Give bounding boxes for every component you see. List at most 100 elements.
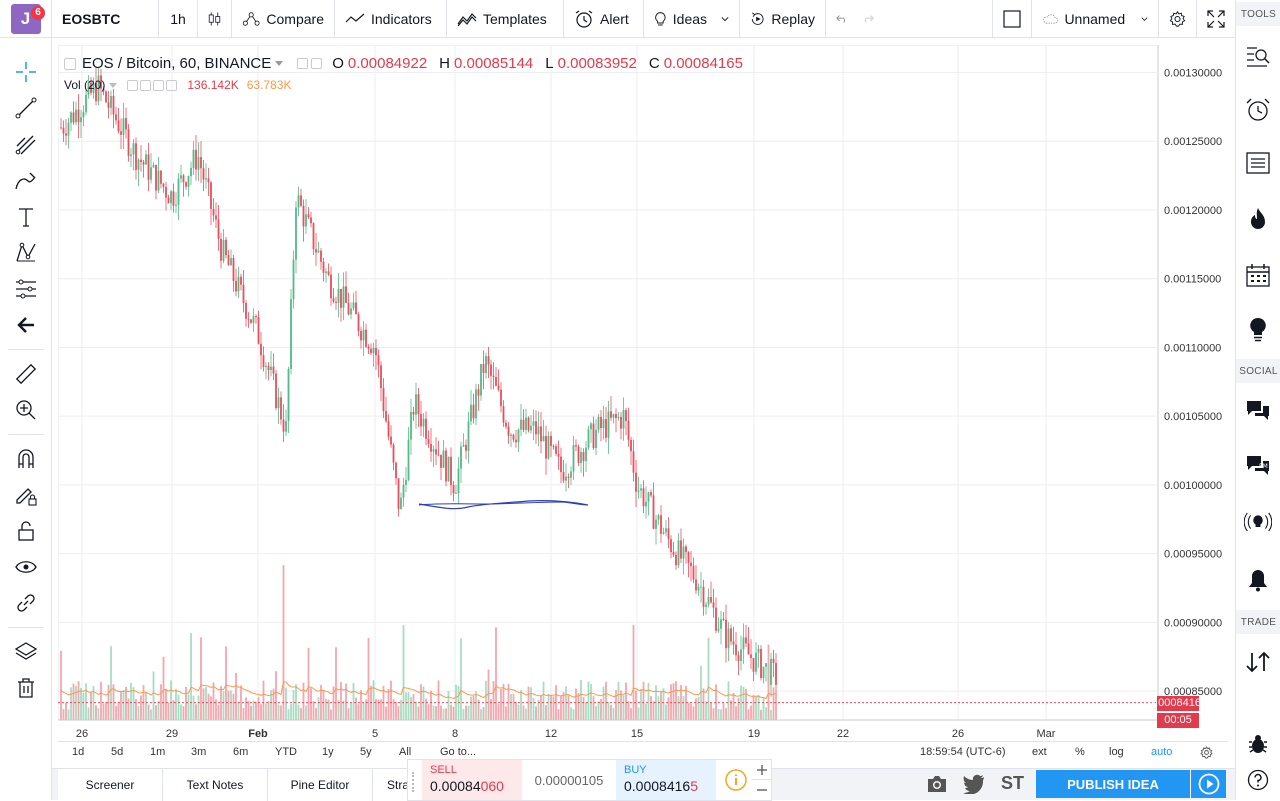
close-icon[interactable] — [166, 79, 178, 91]
snapshot-button[interactable] — [926, 774, 948, 797]
ruler-tool[interactable] — [12, 360, 40, 388]
object-tree-tool[interactable] — [12, 638, 40, 666]
remove-drawings-tool[interactable] — [12, 674, 40, 702]
lock-drawing-tool[interactable] — [12, 481, 40, 509]
zoom-tool[interactable] — [12, 396, 40, 424]
text-tool[interactable] — [12, 203, 40, 231]
order-info-button[interactable] — [724, 768, 748, 792]
tab-screener[interactable]: Screener — [58, 769, 163, 801]
brush-tool[interactable] — [12, 167, 40, 195]
select-layout-button[interactable] — [992, 0, 1032, 38]
magnet-tool[interactable] — [12, 445, 40, 473]
trend-line-tool[interactable] — [12, 94, 40, 122]
sell-button[interactable]: SELL 0.00084060 — [422, 760, 522, 800]
range-all[interactable]: All — [399, 746, 412, 758]
notifications-button[interactable] — [1244, 566, 1272, 594]
candle — [645, 486, 647, 519]
decrease-qty-button[interactable] — [752, 780, 772, 799]
tab-pine-editor[interactable]: Pine Editor — [268, 769, 373, 801]
gear-icon[interactable] — [140, 79, 152, 91]
indicators-button[interactable]: Indicators — [335, 0, 447, 38]
range-5d[interactable]: 5d — [111, 746, 124, 758]
chats-button[interactable] — [1244, 397, 1272, 425]
plot-area[interactable] — [58, 45, 1159, 721]
buy-button[interactable]: BUY 0.00084165 — [616, 760, 716, 800]
publish-video-button[interactable] — [1190, 770, 1226, 798]
tweet-button[interactable] — [963, 774, 985, 797]
redo-icon[interactable] — [862, 14, 874, 24]
candle — [322, 257, 325, 282]
price-chart[interactable]: 0.00130000 0.00125000 0.00120000 0.00115000… — [58, 45, 1228, 745]
candle — [365, 323, 367, 349]
gear-icon[interactable] — [311, 58, 323, 69]
hide-toolbar-button[interactable] — [12, 311, 40, 339]
order-panel-button[interactable] — [1244, 648, 1272, 676]
candle — [430, 427, 432, 462]
ideas-button[interactable]: Ideas — [644, 0, 740, 38]
auto-scale-toggle[interactable]: auto — [1151, 746, 1173, 758]
chevron-down-icon[interactable] — [275, 61, 284, 66]
calendar-button[interactable] — [1244, 261, 1272, 289]
range-1y[interactable]: 1y — [322, 746, 334, 758]
replay-button[interactable]: Replay — [740, 0, 826, 38]
user-menu[interactable]: J 6 — [0, 0, 52, 38]
sync-drawings-tool[interactable] — [12, 589, 40, 617]
drag-handle[interactable] — [412, 772, 416, 792]
candle — [155, 164, 157, 200]
watchlist-button[interactable] — [1244, 42, 1272, 70]
chart-style-button[interactable] — [198, 0, 232, 38]
eye-icon[interactable] — [297, 58, 309, 69]
stocktwits-button[interactable]: ST — [1001, 773, 1025, 793]
alerts-button[interactable] — [1244, 96, 1272, 124]
fullscreen-button[interactable] — [1197, 0, 1235, 38]
eye-icon[interactable] — [127, 79, 139, 91]
ideas-stream-button[interactable] — [1244, 315, 1272, 343]
gear-icon[interactable] — [1200, 746, 1213, 759]
candle — [707, 588, 710, 608]
tab-strategy-tester[interactable]: Stra — [373, 769, 413, 801]
layout-menu[interactable]: Unnamed — [1032, 0, 1159, 38]
pitchfork-tool[interactable] — [12, 131, 40, 159]
range-6m[interactable]: 6m — [233, 746, 249, 758]
range-ytd[interactable]: YTD — [275, 746, 297, 758]
log-scale-toggle[interactable]: log — [1109, 746, 1124, 758]
interval-selector[interactable]: 1h — [159, 0, 198, 38]
tab-text-notes[interactable]: Text Notes — [163, 769, 268, 801]
user-drawing[interactable] — [418, 500, 589, 510]
user-drawing[interactable] — [418, 501, 589, 506]
symbol-search[interactable]: EOSBTC — [52, 0, 159, 38]
collapse-legend-button[interactable] — [64, 57, 76, 70]
help-button[interactable] — [1244, 766, 1272, 794]
range-3m[interactable]: 3m — [191, 746, 207, 758]
prediction-tool[interactable] — [12, 275, 40, 303]
replay-label: Replay — [771, 10, 815, 27]
compare-button[interactable]: Compare — [232, 0, 335, 38]
range-1d[interactable]: 1d — [72, 746, 85, 758]
templates-button[interactable]: Templates — [447, 0, 564, 38]
volume-bar — [212, 682, 215, 720]
plus-icon[interactable] — [153, 79, 165, 91]
crosshair-tool[interactable] — [12, 58, 40, 86]
private-chats-button[interactable]: PM — [1244, 452, 1272, 480]
extended-hours-toggle[interactable]: ext — [1032, 746, 1047, 758]
bug-report-button[interactable] — [1244, 730, 1272, 758]
goto-date-button[interactable]: Go to... — [440, 746, 477, 758]
range-5y[interactable]: 5y — [360, 746, 372, 758]
undo-icon[interactable] — [836, 14, 848, 24]
lock-all-tool[interactable] — [12, 517, 40, 545]
alert-button[interactable]: Alert — [564, 0, 644, 38]
chart-pane[interactable]: 0.00130000 0.00125000 0.00120000 0.00115000… — [58, 45, 1228, 745]
publish-idea-button[interactable]: PUBLISH IDEA — [1036, 770, 1190, 798]
chevron-down-icon[interactable] — [109, 82, 118, 88]
clock-readout[interactable]: 18:59:54 (UTC-6) — [920, 746, 1006, 758]
hotlists-button[interactable] — [1244, 205, 1272, 233]
settings-button[interactable] — [1159, 0, 1197, 38]
range-1m[interactable]: 1m — [150, 746, 166, 758]
percent-scale-toggle[interactable]: % — [1075, 746, 1085, 758]
increase-qty-button[interactable] — [752, 761, 772, 780]
pattern-tool[interactable] — [12, 239, 40, 267]
candle — [282, 404, 285, 442]
streams-button[interactable] — [1244, 508, 1272, 536]
data-window-button[interactable] — [1244, 149, 1272, 177]
hide-drawings-tool[interactable] — [12, 553, 40, 581]
